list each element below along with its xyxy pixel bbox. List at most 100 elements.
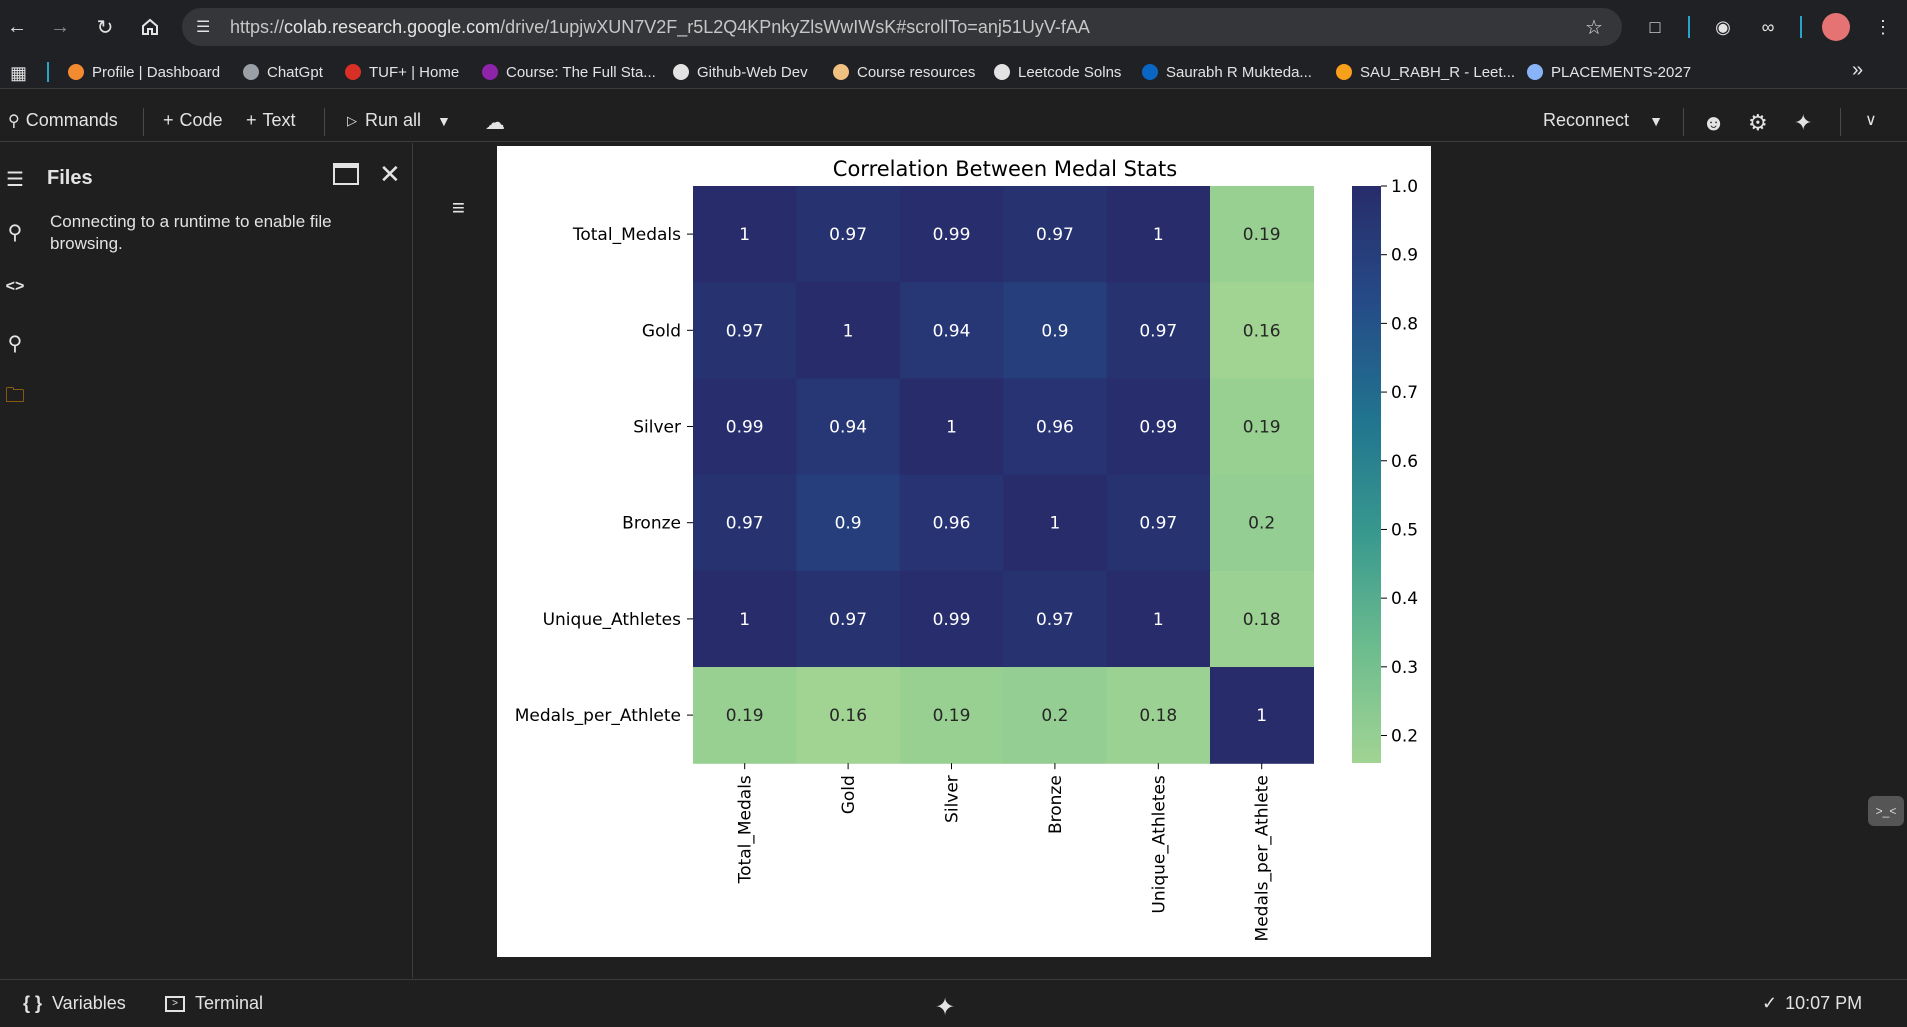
bookmark-label: Profile | Dashboard xyxy=(92,63,221,81)
execution-status[interactable]: ✓ 10:07 PM xyxy=(1762,993,1862,1014)
home-icon[interactable] xyxy=(135,12,165,42)
code-snippets-icon[interactable]: <> xyxy=(5,278,25,295)
heatmap-cell xyxy=(1003,570,1108,668)
commands-button[interactable]: ⚲ Commands xyxy=(8,110,118,131)
key-icon[interactable]: ⚲ xyxy=(7,332,23,355)
heatmap-cell xyxy=(693,667,797,764)
bookmark-item[interactable]: Profile | Dashboard xyxy=(68,61,220,83)
share-people-icon[interactable]: ☻ xyxy=(1702,110,1726,135)
x-tick-label: Medals_per_Athlete xyxy=(1253,775,1273,941)
chart-figure: Correlation Between Medal Stats 1 0.97 0.9… xyxy=(497,146,1431,957)
heatmap-cell-label: 0.99 xyxy=(933,610,971,630)
output-actions-icon[interactable]: ≡ xyxy=(452,195,465,220)
heatmap-cell-label: 0.9 xyxy=(1041,321,1068,341)
heatmap-cell-label: 0.97 xyxy=(726,514,764,534)
heatmap-cell xyxy=(1210,570,1314,668)
x-tick-label: Unique_Athletes xyxy=(1149,775,1169,914)
more-bookmarks-icon[interactable]: » xyxy=(1852,59,1864,81)
files-panel: Files ✕ Connecting to a runtime to enabl… xyxy=(30,143,413,978)
menu-icon[interactable]: ⋮ xyxy=(1874,16,1892,37)
heatmap-cell-label: 0.16 xyxy=(829,706,867,726)
bookmark-item[interactable]: TUF+ | Home xyxy=(345,61,459,83)
variables-label: Variables xyxy=(52,993,126,1013)
apps-icon[interactable]: ▦ xyxy=(10,63,28,83)
feedback-widget-icon[interactable]: >_< xyxy=(1868,796,1904,826)
heatmap-cell xyxy=(693,570,797,668)
bookmark-item[interactable]: SAU_RABH_R - Leet... xyxy=(1336,61,1515,83)
terminal-button[interactable]: > Terminal xyxy=(165,993,263,1014)
reconnect-button[interactable]: Reconnect ▼ xyxy=(1543,110,1663,131)
colab-toolbar: ⚲ Commands + Code + Text ▷ Run all ▼ ☁ R… xyxy=(0,100,1907,142)
bookmark-item[interactable]: PLACEMENTS-2027 xyxy=(1527,61,1691,83)
table-of-contents-icon[interactable]: ☰ xyxy=(6,168,24,191)
star-icon[interactable]: ☆ xyxy=(1585,17,1603,39)
heatmap-cell-label: 1 xyxy=(946,418,957,438)
search-icon: ⚲ xyxy=(8,112,20,130)
chevron-down-icon[interactable]: ▼ xyxy=(1649,112,1663,129)
site-info-icon[interactable]: ☰ xyxy=(196,19,211,36)
cloud-icon[interactable]: ☁ xyxy=(485,112,505,134)
bookmark-item[interactable]: Leetcode Solns xyxy=(994,61,1121,83)
x-tick-label: Bronze xyxy=(1046,775,1066,834)
find-icon[interactable]: ⚲ xyxy=(7,221,23,244)
github-icon xyxy=(994,64,1010,80)
heatmap-cell-label: 1 xyxy=(739,225,750,245)
gemini-icon[interactable]: ✦ xyxy=(1794,110,1813,135)
reconnect-label: Reconnect xyxy=(1543,110,1630,130)
gear-icon[interactable]: ⚙ xyxy=(1748,110,1768,135)
heatmap-cell-label: 0.99 xyxy=(933,225,971,245)
add-text-button[interactable]: + Text xyxy=(246,110,296,131)
heatmap-cell-label: 0.97 xyxy=(1036,610,1074,630)
heatmap-cell-label: 0.16 xyxy=(1243,321,1281,341)
close-icon[interactable]: ✕ xyxy=(379,159,401,189)
code-label: Code xyxy=(179,110,223,130)
extensions-icon[interactable]: □ xyxy=(1649,16,1661,37)
heatmap-cell xyxy=(899,474,1004,572)
y-tick-label: Total_Medals xyxy=(572,225,681,245)
incognito-icon[interactable]: ◉ xyxy=(1715,16,1731,37)
bookmark-label: SAU_RABH_R - Leet... xyxy=(1360,63,1516,81)
colorbar-tick-label: 0.8 xyxy=(1391,314,1418,334)
chevron-down-icon[interactable]: ▼ xyxy=(437,112,451,129)
divider xyxy=(1683,108,1684,136)
chevron-down-icon[interactable]: ∨ xyxy=(1865,112,1877,129)
colorbar-tick-label: 0.5 xyxy=(1391,520,1418,540)
left-rail: ☰ ⚲ <> ⚲ 🗀 xyxy=(0,143,30,978)
heatmap-cell-label: 0.94 xyxy=(829,418,867,438)
y-tick-label: Gold xyxy=(642,321,681,341)
heatmap-cell xyxy=(1210,282,1314,379)
bookmark-label: TUF+ | Home xyxy=(369,63,460,81)
gemini-icon[interactable]: ✦ xyxy=(935,994,956,1021)
bookmark-item[interactable]: Course resources xyxy=(833,61,975,83)
link-icon[interactable]: ∞ xyxy=(1761,16,1775,37)
linkedin-icon xyxy=(1142,64,1158,80)
run-all-button[interactable]: ▷ Run all ▼ xyxy=(347,110,451,131)
colorbar-tick-label: 0.9 xyxy=(1391,246,1418,266)
add-code-button[interactable]: + Code xyxy=(163,110,223,131)
open-in-tab-icon[interactable] xyxy=(333,163,359,185)
check-icon: ✓ xyxy=(1762,993,1778,1013)
avatar[interactable] xyxy=(1822,13,1850,41)
back-icon[interactable]: ← xyxy=(7,15,27,38)
heatmap-cell xyxy=(1106,186,1211,283)
heatmap-cell xyxy=(899,186,1004,283)
tuf-icon xyxy=(345,64,361,80)
heatmap-chart: Correlation Between Medal Stats 1 0.97 0.9… xyxy=(515,157,1418,941)
bookmark-item[interactable]: Github-Web Dev xyxy=(673,61,808,83)
variables-button[interactable]: { } Variables xyxy=(23,993,126,1014)
address-bar[interactable]: ☰ https://colab.research.google.com/driv… xyxy=(182,8,1622,46)
heatmap-cell xyxy=(1210,667,1314,764)
forward-icon[interactable]: → xyxy=(50,15,70,38)
bookmark-item[interactable]: Saurabh R Mukteda... xyxy=(1142,61,1312,83)
terminal-icon: > xyxy=(165,995,185,1012)
reload-icon[interactable]: ↻ xyxy=(96,16,114,39)
heatmap-cell-label: 1 xyxy=(1153,610,1164,630)
bookmark-item[interactable]: Course: The Full Sta... xyxy=(482,61,656,83)
profile-icon xyxy=(68,64,84,80)
divider xyxy=(143,108,144,136)
folder-icon[interactable]: 🗀 xyxy=(5,385,25,407)
heatmap-cell-label: 0.97 xyxy=(829,225,867,245)
chatgpt-icon xyxy=(243,64,259,80)
heatmap-cell xyxy=(693,186,797,283)
bookmark-item[interactable]: ChatGpt xyxy=(243,61,323,83)
